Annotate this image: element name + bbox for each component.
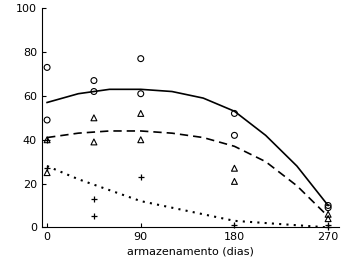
Point bbox=[91, 214, 97, 219]
Point bbox=[91, 78, 97, 83]
Point bbox=[232, 111, 237, 116]
Point bbox=[91, 140, 97, 144]
Point bbox=[325, 216, 331, 221]
Point bbox=[138, 175, 143, 179]
Point bbox=[91, 116, 97, 120]
Point bbox=[44, 65, 50, 70]
Point bbox=[138, 56, 143, 61]
Point bbox=[44, 166, 50, 170]
Point bbox=[44, 118, 50, 122]
Point bbox=[232, 179, 237, 184]
Point bbox=[325, 206, 331, 210]
Point bbox=[138, 92, 143, 96]
Point bbox=[91, 89, 97, 94]
Point bbox=[325, 212, 331, 216]
Point bbox=[44, 170, 50, 175]
Point bbox=[232, 223, 237, 227]
Point bbox=[325, 223, 331, 227]
Point bbox=[232, 166, 237, 170]
Point bbox=[325, 203, 331, 208]
Point bbox=[44, 138, 50, 142]
Point bbox=[325, 225, 331, 230]
Point bbox=[44, 138, 50, 142]
X-axis label: armazenamento (dias): armazenamento (dias) bbox=[127, 246, 254, 256]
Point bbox=[138, 138, 143, 142]
Point bbox=[232, 133, 237, 138]
Point bbox=[91, 197, 97, 201]
Point bbox=[138, 111, 143, 116]
